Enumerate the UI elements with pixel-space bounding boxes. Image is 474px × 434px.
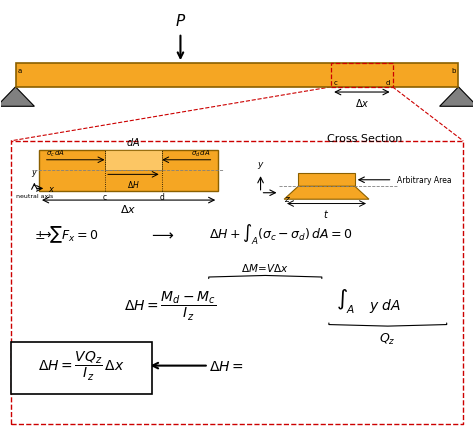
Text: $x$: $x$ xyxy=(47,184,55,194)
Text: $\pm\!\!\!\rightarrow\!\!\sum F_x = 0$: $\pm\!\!\!\rightarrow\!\!\sum F_x = 0$ xyxy=(35,224,99,245)
Text: $Q_z$: $Q_z$ xyxy=(380,332,396,347)
Text: $\Delta M\!=\!V\Delta x$: $\Delta M\!=\!V\Delta x$ xyxy=(241,261,289,273)
Polygon shape xyxy=(298,174,355,187)
Text: Arbitrary Area: Arbitrary Area xyxy=(397,176,452,185)
Text: $\Delta x$: $\Delta x$ xyxy=(120,203,137,215)
Text: $\Delta H = \dfrac{M_d - M_c}{I_z}$: $\Delta H = \dfrac{M_d - M_c}{I_z}$ xyxy=(124,289,216,322)
Text: $\Delta H$: $\Delta H$ xyxy=(127,178,140,189)
Text: $y$: $y$ xyxy=(257,159,264,171)
Text: $y$: $y$ xyxy=(31,168,38,179)
Text: b: b xyxy=(452,67,456,73)
Text: d: d xyxy=(386,80,390,86)
Text: $\longrightarrow$: $\longrightarrow$ xyxy=(148,227,174,242)
Text: $t$: $t$ xyxy=(323,207,329,219)
Polygon shape xyxy=(284,187,369,200)
Text: $P$: $P$ xyxy=(175,13,186,30)
Text: $\Delta H + \int_A (\sigma_c - \sigma_d)\,dA = 0$: $\Delta H + \int_A (\sigma_c - \sigma_d)… xyxy=(209,222,352,247)
Text: $z$: $z$ xyxy=(284,194,291,203)
Text: $dA$: $dA$ xyxy=(126,136,140,148)
Text: $\sigma_d\,dA$: $\sigma_d\,dA$ xyxy=(191,148,211,158)
Text: $\Delta H =$: $\Delta H =$ xyxy=(209,359,244,373)
Text: c: c xyxy=(103,193,107,202)
Polygon shape xyxy=(439,88,474,107)
Text: Cross Section: Cross Section xyxy=(327,134,402,144)
Bar xyxy=(16,64,458,88)
Bar xyxy=(39,150,218,191)
Text: neutral axis: neutral axis xyxy=(16,193,53,198)
Text: a: a xyxy=(18,67,22,73)
Text: $\int_A$: $\int_A$ xyxy=(336,287,356,316)
FancyBboxPatch shape xyxy=(11,342,152,394)
Text: $\Delta H = \dfrac{VQ_z}{I_z}\,\Delta x$: $\Delta H = \dfrac{VQ_z}{I_z}\,\Delta x$ xyxy=(38,349,125,382)
Text: $y\;dA$: $y\;dA$ xyxy=(369,296,401,314)
Text: $\sigma_c\,dA$: $\sigma_c\,dA$ xyxy=(46,148,65,158)
Text: c: c xyxy=(334,80,337,86)
Polygon shape xyxy=(0,88,35,107)
Text: $\Delta x$: $\Delta x$ xyxy=(355,97,369,109)
Bar xyxy=(105,150,162,171)
Text: d: d xyxy=(159,193,164,202)
